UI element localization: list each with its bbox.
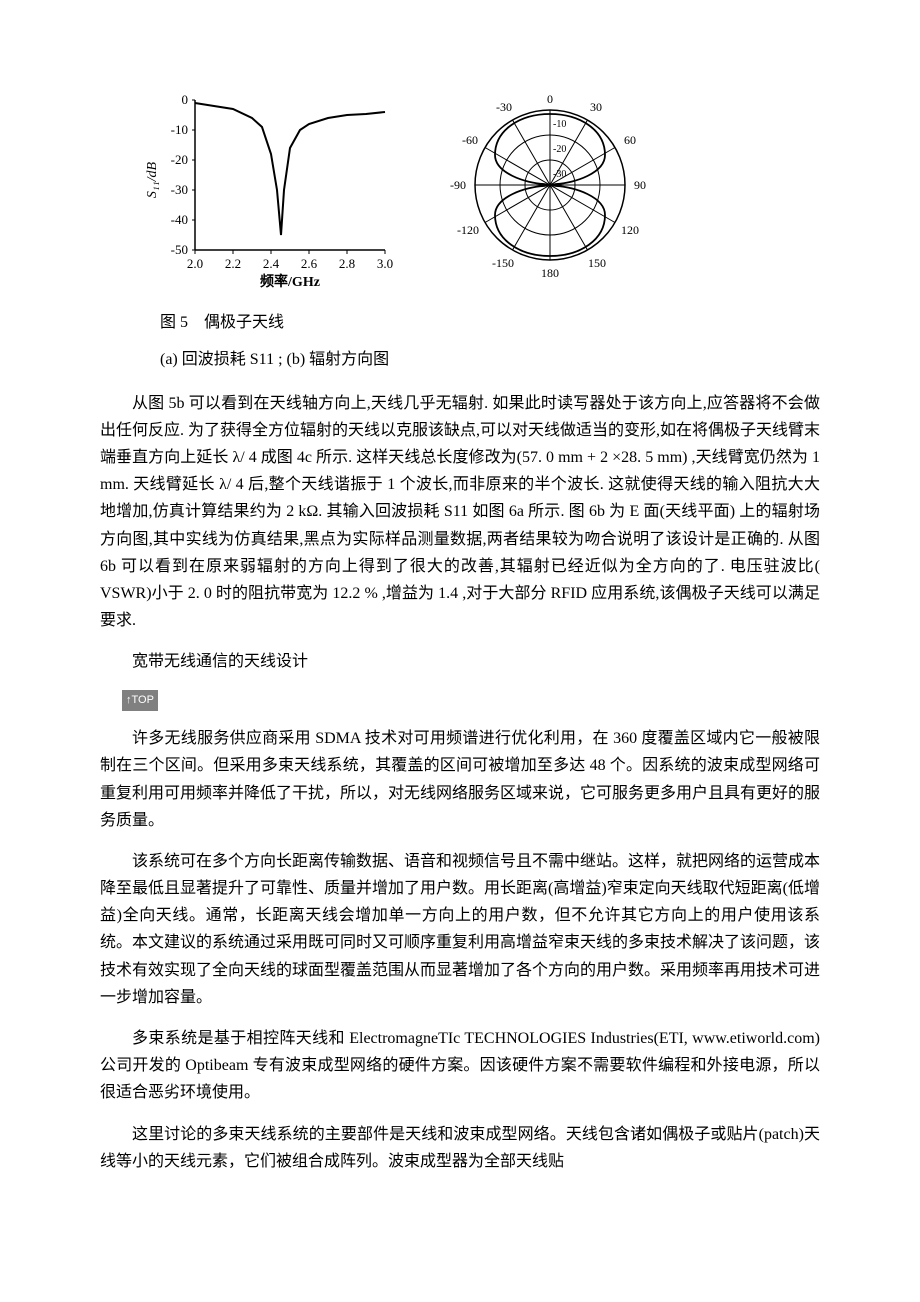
svg-text:2.4: 2.4 — [263, 256, 280, 271]
svg-text:-120: -120 — [457, 223, 479, 237]
svg-text:0: 0 — [547, 92, 553, 106]
figure-5: 0 -10 -20 -30 -40 -50 — [140, 80, 820, 299]
svg-text:90: 90 — [634, 178, 646, 192]
paragraph-4: 多束系统是基于相控阵天线和 ElectromagneTIc TECHNOLOGI… — [100, 1025, 820, 1107]
svg-text:-10: -10 — [171, 122, 188, 137]
svg-text:30: 30 — [590, 100, 602, 114]
paragraph-3: 该系统可在多个方向长距离传输数据、语音和视频信号且不需中继站。这样，就把网络的运… — [100, 848, 820, 1011]
top-badge[interactable]: ↑TOP — [122, 690, 158, 711]
svg-text:-20: -20 — [171, 152, 188, 167]
svg-text:2.6: 2.6 — [301, 256, 318, 271]
svg-text:0: 0 — [182, 92, 189, 107]
svg-text:-30: -30 — [496, 100, 512, 114]
svg-text:150: 150 — [588, 256, 606, 270]
svg-text:120: 120 — [621, 223, 639, 237]
svg-text:-60: -60 — [462, 133, 478, 147]
svg-text:-90: -90 — [450, 178, 466, 192]
section-2-title: 宽带无线通信的天线设计 — [100, 648, 820, 675]
svg-text:S₁₁/dB: S₁₁/dB — [145, 161, 160, 198]
svg-text:2.0: 2.0 — [187, 256, 203, 271]
svg-text:-30: -30 — [553, 169, 566, 180]
svg-text:-40: -40 — [171, 212, 188, 227]
paragraph-5: 这里讨论的多束天线系统的主要部件是天线和波束成型网络。天线包含诸如偶极子或贴片(… — [100, 1121, 820, 1175]
svg-text:-30: -30 — [171, 182, 188, 197]
figure-5-caption: 图 5 偶极子天线 — [160, 309, 820, 336]
svg-text:-150: -150 — [492, 256, 514, 270]
svg-text:2.8: 2.8 — [339, 256, 355, 271]
polar-radiation-chart: 0 30 60 90 120 150 180 -150 -120 -90 -60… — [440, 80, 660, 299]
svg-text:60: 60 — [624, 133, 636, 147]
svg-text:频率/GHz: 频率/GHz — [260, 273, 320, 290]
svg-text:180: 180 — [541, 266, 559, 280]
s11-line-chart: 0 -10 -20 -30 -40 -50 — [140, 80, 400, 299]
figure-5-sub-caption: (a) 回波损耗 S11 ; (b) 辐射方向图 — [160, 346, 820, 373]
svg-text:3.0: 3.0 — [377, 256, 393, 271]
svg-text:-50: -50 — [171, 242, 188, 257]
paragraph-2: 许多无线服务供应商采用 SDMA 技术对可用频谱进行优化利用，在 360 度覆盖… — [100, 725, 820, 834]
svg-text:2.2: 2.2 — [225, 256, 241, 271]
svg-text:-20: -20 — [553, 144, 566, 155]
paragraph-1: 从图 5b 可以看到在天线轴方向上,天线几乎无辐射. 如果此时读写器处于该方向上… — [100, 390, 820, 635]
svg-text:-10: -10 — [553, 119, 566, 130]
